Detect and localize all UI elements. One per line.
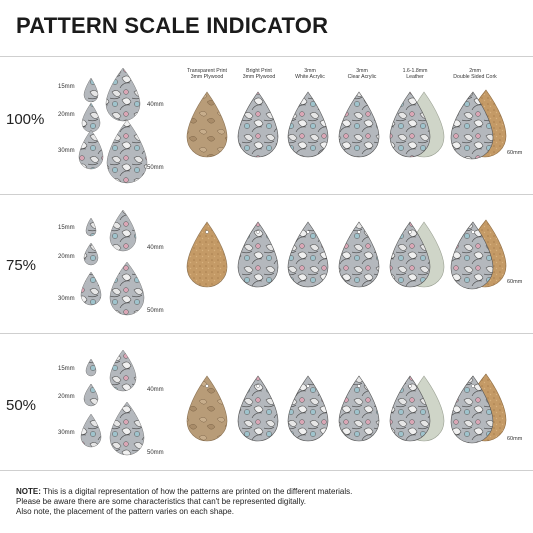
header-leather: 1.6-1.8mm Leather	[380, 68, 450, 80]
size-label: 30mm	[58, 430, 75, 436]
header-line: 3mm Plywood	[242, 74, 276, 81]
size-label: 30mm	[58, 148, 75, 154]
earring-clear-acrylic	[338, 375, 380, 442]
header-line: Transparent Print	[187, 68, 227, 74]
header-cork: 2mm Double Sided Cork	[440, 68, 510, 80]
earring-cork-front	[450, 375, 494, 444]
header-transparent-plywood: Transparent Print 3mm Plywood	[172, 68, 242, 80]
earring-15mm	[85, 217, 97, 237]
earring-cork-front	[450, 221, 494, 290]
hanger-hole	[205, 230, 209, 234]
size-label: 50mm	[147, 450, 164, 456]
header-bright-plywood: Bright Print 3mm Plywood	[224, 68, 294, 80]
earring-50mm	[106, 119, 148, 184]
header-line: 2mm	[469, 68, 481, 74]
size-label: 20mm	[58, 394, 75, 400]
hanger-hole	[408, 384, 412, 388]
earring-40mm	[109, 349, 137, 392]
scale-percent-50: 50%	[6, 397, 37, 414]
header-line: Double Sided Cork	[453, 74, 497, 81]
earring-transparent-plywood	[186, 91, 228, 158]
header-line: Leather	[406, 74, 424, 81]
hanger-hole	[306, 230, 310, 234]
header-line: White Acrylic	[295, 74, 325, 81]
earring-white-acrylic	[287, 375, 329, 442]
earring-20mm	[81, 102, 101, 133]
divider	[0, 56, 533, 57]
hanger-hole	[357, 384, 361, 388]
size-label: 50mm	[147, 308, 164, 314]
hanger-hole	[205, 384, 209, 388]
size-label-60mm: 60mm	[507, 279, 523, 285]
hanger-hole	[471, 384, 475, 388]
header-line: 3mm Plywood	[190, 74, 224, 81]
header-white-acrylic: 3mm White Acrylic	[275, 68, 345, 80]
earring-bright-plywood	[237, 375, 279, 442]
size-label: 15mm	[58, 225, 75, 231]
earring-transparent-plywood	[186, 221, 228, 288]
header-line: Clear Acrylic	[347, 74, 377, 81]
earring-20mm	[83, 383, 99, 407]
size-label: 40mm	[147, 102, 164, 108]
earring-30mm	[80, 271, 102, 306]
earring-15mm	[85, 358, 97, 377]
hanger-hole	[256, 230, 260, 234]
divider	[0, 333, 533, 334]
hanger-hole	[471, 230, 475, 234]
earring-white-acrylic	[287, 221, 329, 288]
earring-leather-front	[389, 91, 431, 158]
hanger-hole	[306, 384, 310, 388]
earring-cork-front	[450, 91, 494, 160]
size-label: 40mm	[147, 387, 164, 393]
scale-percent-75: 75%	[6, 257, 37, 274]
note-line3: Also note, the placement of the pattern …	[16, 507, 234, 516]
earring-clear-acrylic	[338, 91, 380, 158]
scale-percent-100: 100%	[6, 111, 45, 128]
size-label: 15mm	[58, 366, 75, 372]
earring-20mm	[83, 242, 99, 266]
earring-leather-front	[389, 221, 431, 288]
size-label-60mm: 60mm	[507, 150, 523, 156]
header-clear-acrylic: 3mm Clear Acrylic	[327, 68, 397, 80]
hanger-hole	[357, 230, 361, 234]
header-line: 3mm	[356, 68, 368, 74]
hanger-hole	[256, 384, 260, 388]
earring-clear-acrylic	[338, 221, 380, 288]
earring-bright-plywood	[237, 91, 279, 158]
earring-40mm	[105, 67, 141, 122]
size-label: 20mm	[58, 254, 75, 260]
footnote: NOTE: This is a digital representation o…	[16, 487, 521, 517]
size-label: 15mm	[58, 84, 75, 90]
earring-leather-front	[389, 375, 431, 442]
size-label: 20mm	[58, 112, 75, 118]
header-line: 1.6-1.8mm	[402, 68, 428, 74]
note-line1: This is a digital representation of how …	[40, 487, 353, 496]
earring-bright-plywood	[237, 221, 279, 288]
size-label: 40mm	[147, 245, 164, 251]
earring-15mm	[83, 77, 99, 103]
earring-40mm	[109, 209, 137, 252]
note-line2: Please be aware there are some character…	[16, 497, 306, 506]
earring-white-acrylic	[287, 91, 329, 158]
earring-transparent-plywood	[186, 375, 228, 442]
earring-50mm	[109, 261, 145, 316]
divider	[0, 470, 533, 471]
earring-50mm	[109, 401, 145, 456]
header-line: 3mm	[304, 68, 316, 74]
note-label: NOTE:	[16, 487, 41, 496]
earring-30mm	[80, 413, 102, 448]
page-title: PATTERN SCALE INDICATOR	[16, 13, 329, 38]
size-label: 50mm	[147, 165, 164, 171]
size-label: 30mm	[58, 296, 75, 302]
header-line: Bright Print	[246, 68, 272, 74]
size-label-60mm: 60mm	[507, 436, 523, 442]
hanger-hole	[408, 230, 412, 234]
divider	[0, 194, 533, 195]
earring-30mm	[78, 129, 104, 170]
